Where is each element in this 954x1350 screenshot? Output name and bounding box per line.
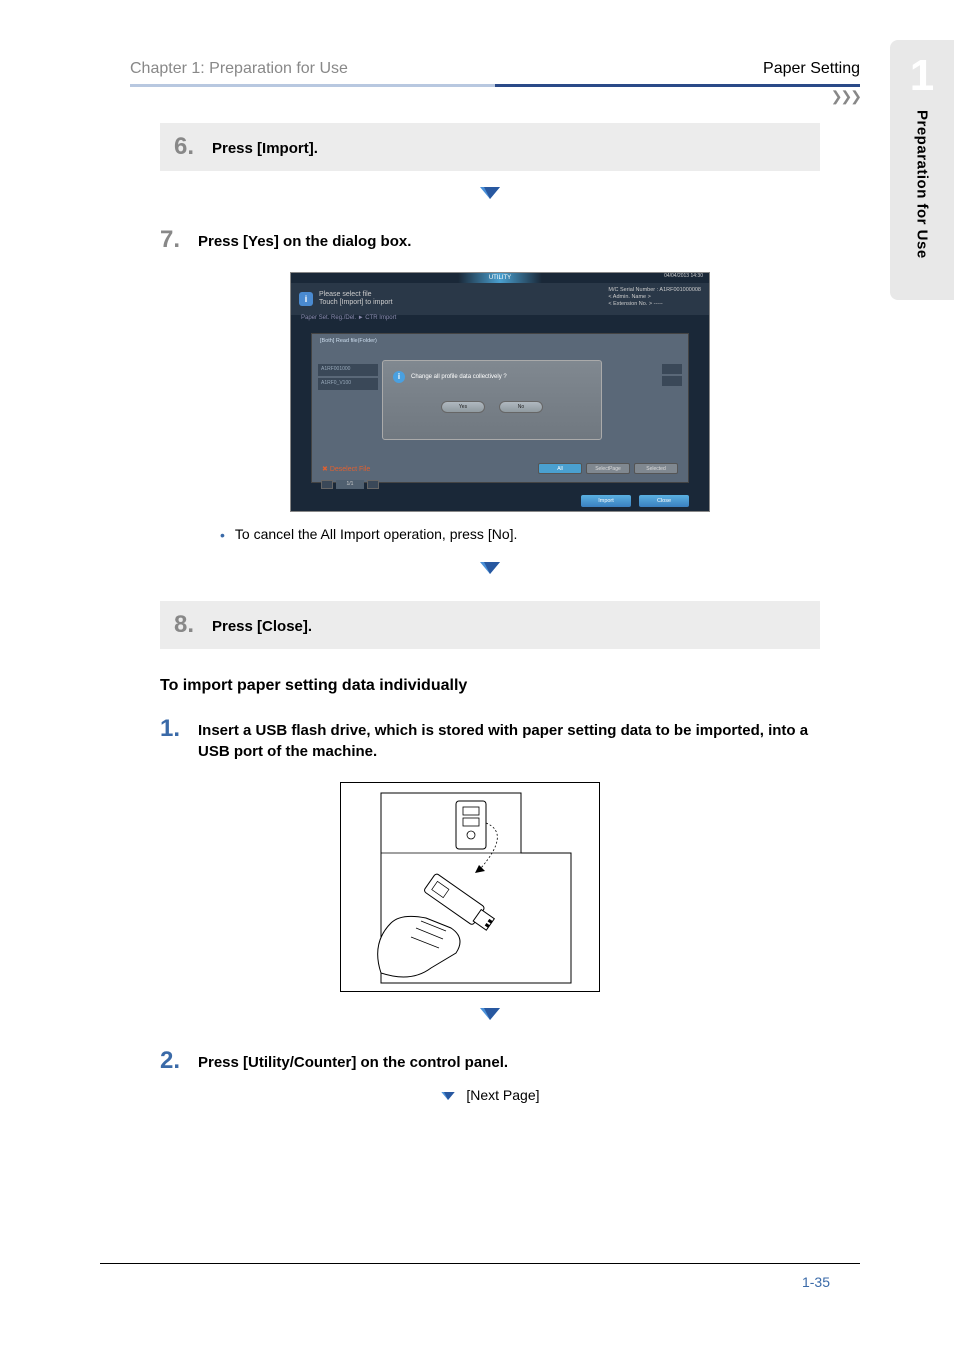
- next-page-indicator: [Next Page]: [160, 1087, 820, 1103]
- page-content: Chapter 1: Preparation for Use Paper Set…: [100, 0, 920, 1103]
- chapter-number: 1: [890, 54, 954, 98]
- down-arrow-icon: [440, 1090, 456, 1102]
- yes-button[interactable]: Yes: [441, 401, 485, 413]
- bullet-note: • To cancel the All Import operation, pr…: [220, 526, 820, 546]
- ss-scroll-up: [662, 364, 682, 374]
- step-6: 6. Press [Import].: [160, 123, 820, 171]
- info-icon: i: [393, 371, 405, 383]
- ss-serial: M/C Serial Number : A1RF001000008: [608, 287, 701, 294]
- ss-file-item: A1RF001000: [318, 364, 378, 376]
- ss-file-item: A1RF0_V100: [318, 378, 378, 390]
- no-button[interactable]: No: [499, 401, 543, 413]
- down-arrow-icon: [160, 1006, 820, 1027]
- selected-button[interactable]: Selected: [634, 463, 678, 474]
- step-number: 8.: [174, 611, 200, 639]
- info-icon: i: [299, 292, 313, 306]
- import-button[interactable]: Import: [581, 495, 631, 507]
- page-number: 1-35: [100, 1264, 860, 1290]
- step-number: 1.: [160, 715, 186, 743]
- ss-info-line2: Touch [Import] to import: [319, 299, 393, 307]
- bullet-icon: •: [220, 526, 225, 546]
- ss-breadcrumb: Paper Set. Reg./Del. ► CTR Import: [291, 315, 709, 329]
- bullet-text: To cancel the All Import operation, pres…: [235, 526, 517, 546]
- ss-dialog: i Change all profile data collectively ?…: [382, 360, 602, 440]
- deselect-label: Deselect File: [330, 466, 370, 473]
- all-button[interactable]: All: [538, 463, 582, 474]
- step-number: 2.: [160, 1047, 186, 1075]
- nav-page: 1/1: [336, 480, 364, 489]
- side-tab: 1 Preparation for Use: [890, 40, 954, 300]
- header-arrows: ❯❯❯: [130, 89, 860, 103]
- step-7: 7. Press [Yes] on the dialog box.: [160, 226, 820, 254]
- ss-scroll-down: [662, 376, 682, 386]
- nav-prev[interactable]: [321, 480, 333, 489]
- ss-datetime: 04/04/2013 14:30: [664, 273, 703, 279]
- ss-info-line1: Please select file: [319, 291, 393, 299]
- chapter-title: Chapter 1: Preparation for Use: [130, 60, 348, 78]
- ss-admin: < Admin. Name >: [608, 294, 701, 301]
- ss-subtitle: [Both] Read file(Folder): [312, 334, 688, 348]
- section-title: Paper Setting: [763, 60, 860, 78]
- dialog-screenshot: UTILITY 04/04/2013 14:30 i Please select…: [290, 272, 710, 512]
- page-footer: 1-35: [100, 1263, 860, 1290]
- step-text: Press [Utility/Counter] on the control p…: [198, 1047, 508, 1073]
- step-number: 7.: [160, 226, 186, 254]
- usb-illustration: [340, 782, 600, 992]
- ss-titlebar: UTILITY: [489, 275, 511, 281]
- nav-next[interactable]: [367, 480, 379, 489]
- ss-ext: < Extension No. > -----: [608, 301, 701, 308]
- page-header: Chapter 1: Preparation for Use Paper Set…: [130, 60, 860, 84]
- down-arrow-icon: [160, 560, 820, 581]
- step-number: 6.: [174, 133, 200, 161]
- step-text: Press [Yes] on the dialog box.: [198, 226, 411, 252]
- step-8: 8. Press [Close].: [160, 601, 820, 649]
- ss-dialog-text: Change all profile data collectively ?: [411, 374, 507, 380]
- down-arrow-icon: [160, 185, 820, 206]
- step-text: Press [Close].: [212, 611, 312, 637]
- next-page-label: [Next Page]: [466, 1087, 539, 1103]
- step-text: Press [Import].: [212, 133, 318, 159]
- step-2-1: 1. Insert a USB flash drive, which is st…: [160, 715, 820, 762]
- step-2-2: 2. Press [Utility/Counter] on the contro…: [160, 1047, 820, 1075]
- header-rule: [130, 84, 860, 87]
- step-text: Insert a USB flash drive, which is store…: [198, 715, 820, 762]
- side-tab-label: Preparation for Use: [914, 110, 931, 259]
- deselect-file: ✖ Deselect File: [322, 465, 370, 473]
- close-button[interactable]: Close: [639, 495, 689, 507]
- sub-heading: To import paper setting data individuall…: [160, 677, 920, 695]
- selectpage-button[interactable]: SelectPage: [586, 463, 630, 474]
